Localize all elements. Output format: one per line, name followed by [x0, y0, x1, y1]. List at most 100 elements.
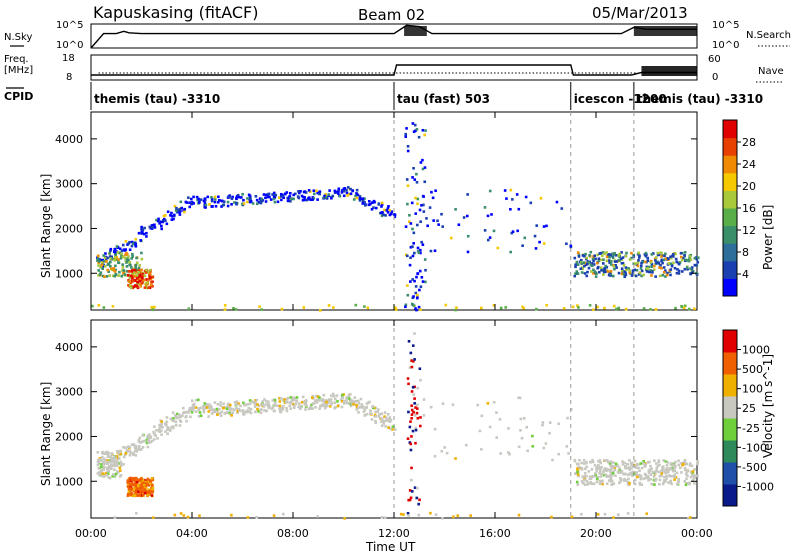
backscatter-cell [544, 442, 548, 445]
backscatter-cell [689, 272, 693, 275]
backscatter-cell [190, 197, 193, 201]
backscatter-cell [173, 204, 177, 208]
backscatter-cell [337, 187, 341, 191]
backscatter-cell [97, 461, 101, 464]
backscatter-cell [138, 444, 141, 448]
backscatter-cell [658, 482, 661, 486]
backscatter-cell [165, 222, 169, 226]
backscatter-cell [281, 408, 285, 411]
colorbar-swatch [723, 243, 737, 262]
backscatter-cell [410, 417, 413, 420]
backscatter-cell [302, 190, 306, 194]
backscatter-cell [126, 274, 130, 277]
backscatter-cell [166, 210, 170, 214]
backscatter-cell [304, 399, 308, 402]
backscatter-cell [590, 262, 594, 265]
backscatter-cell [519, 417, 523, 421]
y-tick-label: 1000 [55, 475, 83, 488]
backscatter-cell [137, 479, 140, 483]
backscatter-cell [114, 253, 117, 257]
backscatter-cell [120, 254, 123, 258]
backscatter-cell [278, 404, 282, 408]
backscatter-cell [617, 271, 621, 275]
backscatter-cell [410, 404, 413, 407]
backscatter-cell [372, 199, 376, 203]
backscatter-cell [457, 223, 461, 227]
backscatter-cell [175, 210, 179, 214]
backscatter-cell [124, 452, 128, 455]
backscatter-cell [361, 197, 365, 201]
backscatter-cell [274, 193, 277, 197]
backscatter-cell [187, 307, 191, 311]
backscatter-cell [538, 240, 541, 244]
backscatter-cell [433, 427, 437, 431]
backscatter-cell [584, 252, 587, 256]
backscatter-cell [409, 256, 412, 260]
backscatter-cell [188, 205, 192, 209]
backscatter-cell [628, 468, 631, 471]
backscatter-cell [332, 395, 336, 398]
backscatter-cell [356, 399, 360, 403]
backscatter-cell [358, 195, 362, 198]
backscatter-cell [279, 406, 282, 410]
backscatter-cell [142, 439, 146, 443]
backscatter-cell [246, 197, 249, 200]
backscatter-cell [285, 191, 289, 194]
nsearch-label: N.Search [746, 30, 791, 41]
backscatter-cell [271, 193, 274, 196]
backscatter-cell [333, 401, 337, 404]
colorbar-swatch [723, 225, 737, 244]
backscatter-cell [131, 476, 135, 480]
x-tick-label: 04:00 [176, 527, 208, 540]
backscatter-cell [363, 200, 366, 204]
backscatter-cell [197, 407, 200, 410]
backscatter-cell [643, 465, 647, 468]
backscatter-cell [328, 189, 331, 192]
backscatter-cell [128, 479, 132, 482]
backscatter-cell [603, 268, 606, 271]
backscatter-cell [688, 482, 691, 486]
backscatter-cell [652, 478, 656, 482]
backscatter-cell [598, 479, 602, 483]
backscatter-cell [135, 482, 138, 486]
backscatter-cell [97, 269, 101, 272]
backscatter-cell [580, 512, 583, 516]
backscatter-cell [650, 265, 653, 269]
backscatter-cell [108, 466, 111, 470]
backscatter-cell [600, 472, 603, 476]
backscatter-cell [256, 403, 259, 406]
backscatter-cell [419, 378, 422, 382]
backscatter-cell [380, 214, 384, 218]
backscatter-cell [609, 472, 613, 476]
backscatter-cell [318, 398, 321, 402]
backscatter-cell [417, 135, 421, 139]
backscatter-cell [110, 453, 114, 456]
backscatter-cell [206, 402, 209, 406]
backscatter-cell [628, 271, 632, 274]
backscatter-cell [405, 127, 408, 130]
backscatter-cell [273, 403, 276, 407]
backscatter-cell [616, 513, 620, 516]
backscatter-cell [655, 261, 658, 264]
backscatter-cell [647, 476, 650, 480]
backscatter-cell [495, 436, 499, 439]
backscatter-cell [157, 429, 161, 433]
backscatter-cell [119, 460, 123, 464]
backscatter-cell [141, 445, 145, 449]
backscatter-cell [329, 394, 333, 398]
backscatter-cell [492, 400, 496, 404]
colorbar-swatch [723, 137, 737, 156]
backscatter-cell [161, 426, 164, 429]
backscatter-cell [102, 264, 105, 268]
cpid-segment-label: tau (fast) 503 [397, 92, 490, 106]
backscatter-cell [642, 273, 645, 277]
backscatter-cell [262, 405, 266, 408]
backscatter-cell [421, 243, 425, 247]
backscatter-cell [653, 472, 657, 475]
backscatter-cell [203, 201, 207, 205]
backscatter-cell [691, 474, 695, 477]
backscatter-cell [149, 440, 152, 444]
backscatter-cell [122, 462, 125, 466]
backscatter-cell [137, 231, 141, 235]
backscatter-cell [648, 460, 651, 464]
